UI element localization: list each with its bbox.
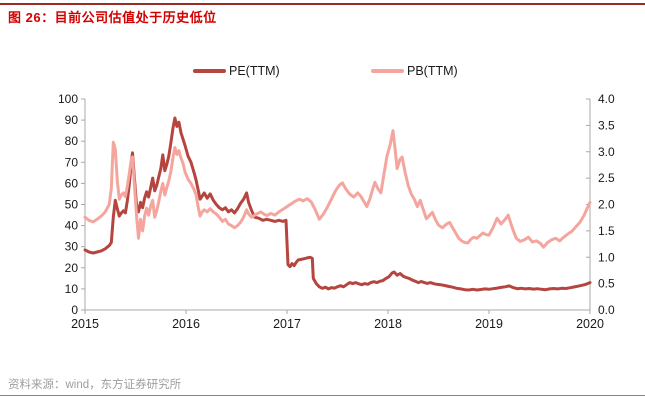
left-axis-tick-label: 10 — [65, 282, 79, 296]
left-axis-tick-label: 50 — [65, 198, 79, 212]
legend-label-pb: PB(TTM) — [407, 64, 458, 78]
valuation-line-chart: 0 10 20 30 40 50 60 70 80 90 100 0.0 0.5 1.0 1.5 2.0 2.5… — [58, 92, 615, 331]
left-axis-tick-label: 60 — [65, 176, 79, 190]
x-axis-tick-label: 2018 — [374, 317, 402, 331]
right-axis-tick-label: 3.5 — [598, 118, 615, 132]
right-axis-tick-label: 1.0 — [598, 250, 615, 264]
top-rule — [0, 3, 645, 5]
left-axis-tick-label: 40 — [65, 219, 79, 233]
left-axis-tick-label: 90 — [65, 113, 79, 127]
left-axis-tick-label: 100 — [58, 92, 78, 106]
right-axis-tick-label: 0.5 — [598, 277, 615, 291]
left-axis-tick-label: 70 — [65, 155, 79, 169]
pe-line-swatch-icon — [193, 69, 226, 73]
x-axis-tick-label: 2019 — [475, 317, 503, 331]
source-note: 资料来源：wind，东方证券研究所 — [8, 379, 182, 391]
right-axis-tick-label: 0.0 — [598, 303, 615, 317]
right-axis-tick-label: 3.0 — [598, 145, 615, 159]
right-axis-tick-label: 4.0 — [598, 92, 615, 106]
right-axis-tick-label: 2.0 — [598, 198, 615, 212]
left-axis-tick-label: 80 — [65, 134, 79, 148]
left-axis-tick-label: 0 — [71, 303, 78, 317]
left-axis-tick-label: 30 — [65, 240, 79, 254]
right-axis-tick-label: 1.5 — [598, 224, 615, 238]
x-axis-tick-label: 2015 — [71, 317, 99, 331]
x-axis-tick-label: 2017 — [273, 317, 301, 331]
x-axis-tick-label: 2020 — [576, 317, 604, 331]
legend-label-pe: PE(TTM) — [229, 64, 280, 78]
pe-series-line — [83, 116, 592, 292]
right-axis-tick-label: 2.5 — [598, 171, 615, 185]
x-axis-tick-label: 2016 — [172, 317, 200, 331]
left-axis-tick-label: 20 — [65, 261, 79, 275]
pb-series-line — [83, 129, 592, 249]
legend-item-pb: PB(TTM) — [371, 64, 458, 78]
bottom-rule — [0, 395, 645, 396]
figure-title: 图 26：目前公司估值处于历史低位 — [8, 10, 217, 25]
legend-item-pe: PE(TTM) — [193, 64, 280, 78]
pb-line-swatch-icon — [371, 69, 404, 73]
